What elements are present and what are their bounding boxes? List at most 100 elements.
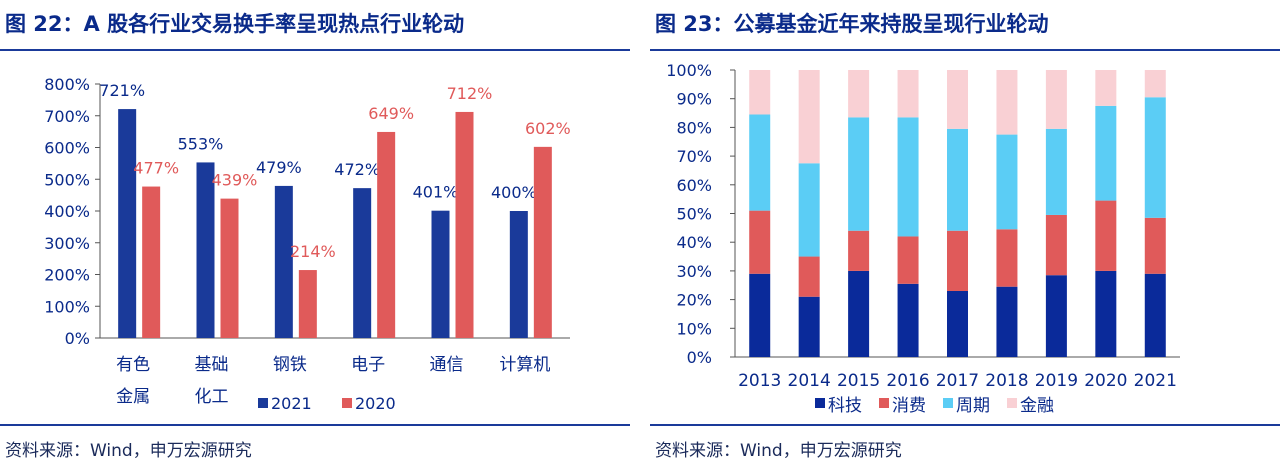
legend-swatch-2020 (342, 398, 352, 408)
y-tick-label: 0% (687, 348, 712, 367)
bar-segment-周期 (1144, 97, 1166, 218)
bar-segment-金融 (848, 70, 870, 118)
bar-segment-周期 (749, 114, 771, 211)
x-tick-label: 基础 (195, 355, 229, 375)
bar-2020 (298, 270, 317, 338)
y-tick-label: 50% (676, 205, 712, 224)
y-tick-label: 40% (676, 233, 712, 252)
bar-segment-金融 (897, 70, 919, 118)
x-tick-label: 2021 (1134, 371, 1177, 391)
x-tick-label: 2015 (837, 371, 880, 391)
bar-segment-消费 (996, 229, 1018, 287)
y-tick-label: 200% (44, 266, 90, 285)
bar-2021 (196, 162, 215, 338)
legend-swatch-周期 (943, 398, 953, 408)
source-note: 资料来源：Wind，申万宏源研究 (5, 441, 252, 461)
legend-label: 金融 (1020, 396, 1054, 416)
x-tick-label: 钢铁 (273, 355, 307, 375)
bar-2021 (509, 211, 528, 338)
y-tick-label: 10% (676, 319, 712, 338)
x-tick-label: 2017 (936, 371, 979, 391)
x-tick-label: 通信 (430, 355, 464, 375)
bar-segment-科技 (1095, 270, 1117, 357)
legend-label: 消费 (892, 396, 926, 416)
y-tick-label: 500% (44, 170, 90, 189)
bar-segment-周期 (897, 117, 919, 237)
x-tick-label: 2013 (738, 371, 781, 391)
y-tick-label: 70% (676, 147, 712, 166)
y-tick-label: 0% (65, 329, 90, 348)
data-label-2021: 472% (334, 160, 380, 179)
data-label-2021: 553% (178, 134, 224, 153)
bar-segment-周期 (1045, 128, 1067, 215)
bar-segment-科技 (1144, 273, 1166, 357)
bar-segment-消费 (749, 210, 771, 274)
y-tick-label: 100% (44, 297, 90, 316)
y-tick-label: 80% (676, 118, 712, 137)
bar-segment-金融 (798, 70, 820, 164)
turnover-bar-chart: 0% 100% 200% 300% 400% 500% 600% 700% 800% 721% 47… (44, 75, 571, 413)
y-tick-label: 100% (666, 61, 712, 80)
bar-2021 (118, 109, 137, 339)
fund-holdings-stacked-chart: 0% 10% 20% 30% 40% 50% 60% 70% 80% 90% 100% 2013 201… (666, 61, 1180, 416)
data-label-2021: 400% (491, 183, 537, 202)
legend-swatch-消费 (879, 398, 889, 408)
bar-segment-金融 (1045, 70, 1067, 129)
data-label-2020: 602% (525, 119, 571, 138)
legend-swatch-2021 (258, 398, 268, 408)
bar-segment-金融 (1095, 70, 1117, 106)
bar-segment-金融 (749, 70, 771, 115)
bottom-rule (650, 424, 1280, 426)
bar-2020 (455, 111, 474, 338)
legend-label: 科技 (828, 396, 862, 416)
data-label-2021: 721% (99, 81, 145, 100)
bar-2021 (274, 185, 293, 338)
bar-segment-金融 (996, 70, 1018, 135)
bar-segment-周期 (996, 134, 1018, 230)
bar-2021 (431, 210, 450, 338)
bar-segment-周期 (947, 128, 968, 231)
data-label-2021: 401% (413, 183, 459, 202)
bar-segment-科技 (848, 270, 870, 357)
x-tick-label: 2018 (985, 371, 1028, 391)
x-tick-label: 计算机 (499, 355, 550, 375)
x-tick-label: 2020 (1084, 371, 1127, 391)
y-tick-label: 60% (676, 176, 712, 195)
bottom-rule (0, 424, 630, 426)
bar-segment-消费 (798, 256, 820, 297)
bar-segment-消费 (1144, 217, 1166, 274)
bar-segment-周期 (1095, 105, 1117, 201)
bar-segment-消费 (1095, 200, 1117, 271)
bar-segment-科技 (749, 273, 771, 357)
data-label-2020: 439% (212, 171, 258, 190)
legend-label: 周期 (956, 396, 990, 416)
chart-title: 图 23：公募基金近年来持股呈现行业轮动 (655, 12, 1049, 36)
bar-segment-消费 (947, 230, 968, 291)
source-note: 资料来源：Wind，申万宏源研究 (655, 441, 902, 461)
x-tick-label: 2019 (1035, 371, 1078, 391)
data-label-2020: 477% (133, 159, 179, 178)
bar-segment-科技 (947, 290, 968, 357)
x-tick-label: 化工 (195, 387, 229, 407)
bar-segment-消费 (1045, 214, 1067, 276)
y-tick-label: 600% (44, 139, 90, 158)
data-label-2020: 649% (368, 104, 414, 123)
x-tick-label: 金属 (116, 387, 150, 407)
x-tick-label: 有色 (116, 355, 150, 375)
bar-segment-科技 (798, 296, 820, 357)
bar-segment-科技 (1045, 275, 1067, 357)
legend-label: 2021 (271, 394, 312, 413)
chart-panel-left: 图 22：A 股各行业交易换手率呈现热点行业轮动 0% 100% 200% 300% 4… (0, 0, 630, 468)
bar-segment-周期 (848, 117, 870, 231)
legend-swatch-科技 (815, 398, 825, 408)
legend-swatch-金融 (1007, 398, 1017, 408)
data-label-2020: 214% (290, 242, 336, 261)
bar-2020 (377, 131, 396, 338)
bar-2021 (353, 188, 372, 338)
x-tick-label: 电子 (351, 355, 385, 375)
legend-label: 2020 (355, 394, 396, 413)
bar-2020 (220, 198, 239, 338)
x-tick-label: 2014 (788, 371, 831, 391)
y-tick-label: 400% (44, 202, 90, 221)
y-tick-label: 20% (676, 291, 712, 310)
